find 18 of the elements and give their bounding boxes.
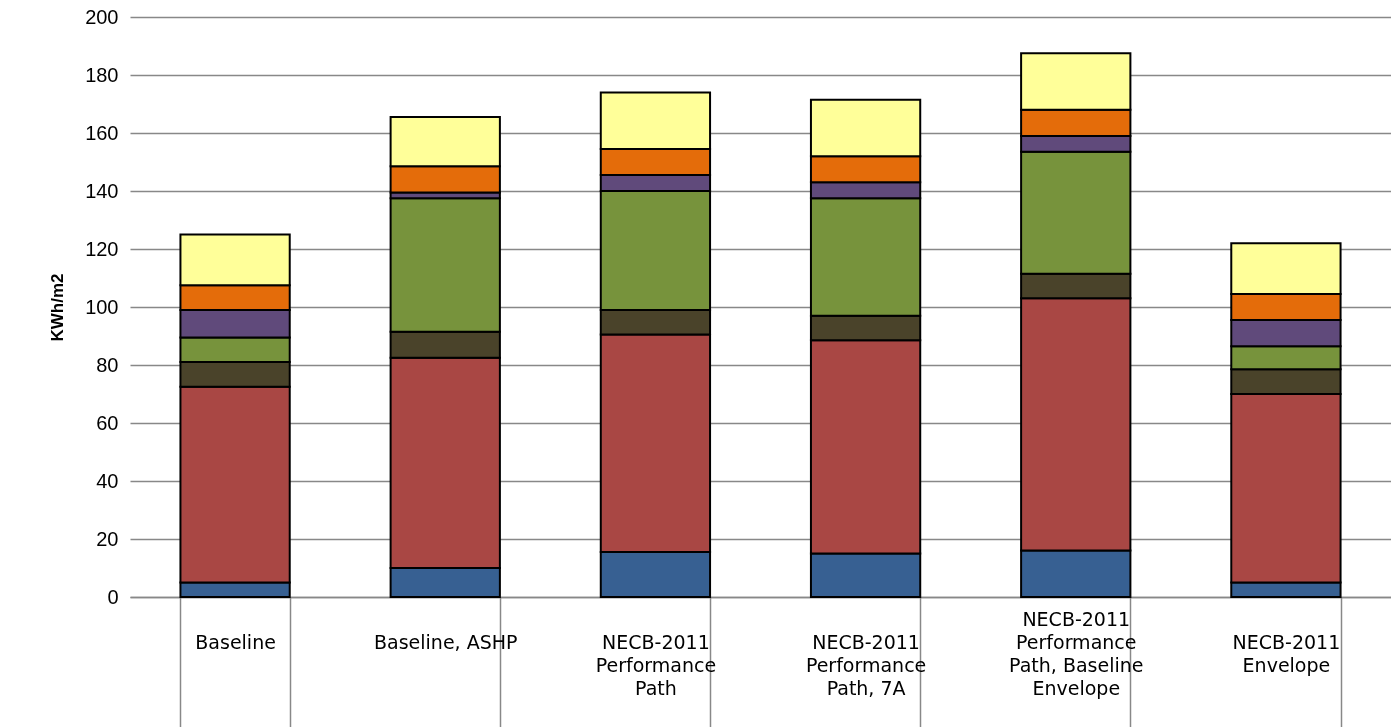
y-tick-label: 20 xyxy=(96,527,119,550)
x-tick-label: Baseline xyxy=(195,630,276,653)
y-tick-label: 200 xyxy=(85,5,119,28)
x-tick-label: Baseline, ASHP xyxy=(374,630,518,653)
y-tick-label: 120 xyxy=(85,237,119,260)
y-tick-label: 140 xyxy=(85,179,119,202)
y-tick-label: 40 xyxy=(96,469,119,492)
x-tick-label: NECB-2011 Performance Path, Baseline Envelope xyxy=(1009,607,1144,699)
y-tick-label: 80 xyxy=(96,353,119,376)
y-tick-label: 60 xyxy=(96,411,119,434)
y-tick-label: 0 xyxy=(107,585,119,608)
y-tick-label: 160 xyxy=(85,121,119,144)
x-tick-label: NECB-2011 Envelope xyxy=(1232,630,1341,676)
y-tick-label: 180 xyxy=(85,63,119,86)
y-axis-title: KWh/m2 xyxy=(48,273,68,342)
x-tick-label: NECB-2011 Performance Path xyxy=(595,630,717,699)
y-tick-label: 100 xyxy=(85,295,119,318)
x-tick-label: NECB-2011 Performance Path, 7A xyxy=(805,630,927,699)
